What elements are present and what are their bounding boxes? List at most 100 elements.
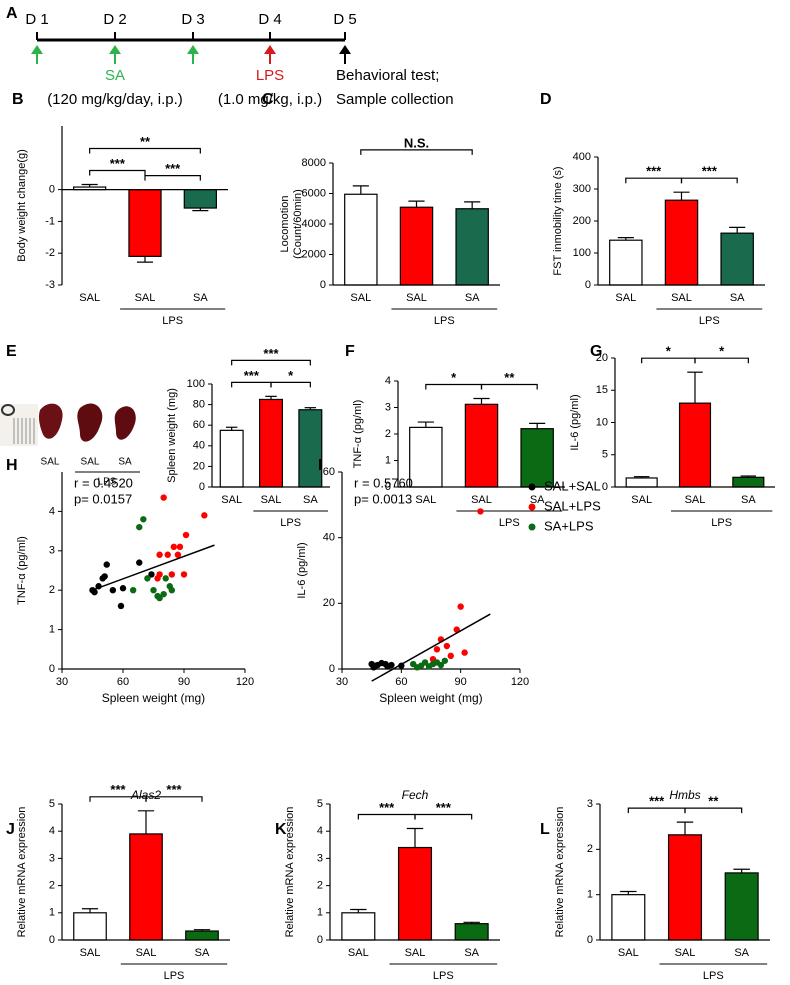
y-tick-label: 100 [187,378,205,390]
point [174,551,182,558]
point [176,543,184,551]
significance-bracket [89,169,146,176]
image-label: SAL [81,457,100,468]
y-tick-label: 0 [602,481,608,493]
y-axis-label: Relative mRNA expression [554,807,566,938]
group-label: LPS [433,970,454,982]
y-tick-label: 0 [49,184,55,196]
group-label: LPS [699,315,720,327]
x-tick-label: SAL [221,494,242,506]
point [136,523,143,531]
group-label: LPS [434,315,455,327]
y-tick-label: 3 [317,852,323,864]
x-tick-label: SAL [406,292,427,304]
y-axis-label: Locomotion [279,196,291,253]
point [129,587,137,594]
legend-marker [528,523,536,531]
y-tick-label: -3 [45,279,55,291]
y-tick-label: 0 [585,279,591,291]
panel-label: J [6,821,15,838]
point [156,571,163,578]
y-tick-label: 0 [49,663,55,675]
chart-title: Fech [402,788,429,802]
significance-label: ** [708,794,719,809]
y-tick-label: 200 [573,215,591,227]
y-tick-label: 2 [587,843,593,855]
legend-marker [528,503,536,511]
x-tick-label: SA [741,494,756,506]
y-axis-label: Relative mRNA expression [284,807,296,938]
point [103,561,110,568]
x-tick-label: SAL [348,947,369,959]
point [160,494,167,501]
bar [341,912,376,941]
significance-label: *** [436,800,452,815]
day-label: D 3 [181,11,204,28]
annotation: r = 0.4520 [74,475,133,490]
point [148,571,155,578]
significance-bracket [641,357,696,364]
significance-bracket [145,796,203,802]
y-tick-label: 10 [596,416,608,428]
bar [409,426,443,488]
panel-label: G [590,343,602,360]
x-tick-label: 120 [511,676,529,688]
legend-label: SAL+LPS [544,498,601,513]
y-tick-label: 4 [317,825,323,837]
regression-line [371,613,491,682]
x-tick-label: SAL [675,947,696,959]
lps-label: LPS [256,67,284,84]
significance-bracket [270,381,311,388]
x-tick-label: SAL [80,947,101,959]
x-tick-label: 120 [236,676,254,688]
chart-title: Hmbs [669,788,700,802]
bar [609,239,643,286]
y-axis-label: Spleen weight (mg) [166,388,178,483]
significance-label: *** [649,794,665,809]
y-tick-label: 20 [596,352,608,364]
significance-label: *** [166,782,182,797]
point [182,531,190,539]
point [457,603,464,610]
significance-bracket [425,383,483,390]
significance-bracket [357,813,416,820]
y-tick-label: 400 [573,151,591,163]
x-tick-label: SA [193,292,208,304]
y-tick-label: 3 [587,798,593,810]
y-tick-label: 15 [596,384,608,396]
x-tick-label: SAL [671,292,692,304]
point [421,659,429,666]
x-tick-label: SA [464,947,479,959]
x-tick-label: 60 [117,676,129,688]
x-tick-label: SAL [136,947,157,959]
panel-label: I [318,457,322,474]
point [140,516,147,523]
panel-label: B [12,91,24,108]
panel-label: H [6,457,18,474]
x-tick-label: 90 [455,676,467,688]
y-tick-label: 0 [385,481,391,493]
bar [724,872,759,941]
bar [129,833,163,941]
bar [611,894,646,941]
bar [455,208,489,286]
y-axis-label: Body weight change(g) [16,149,28,262]
significance-label: *** [263,346,279,361]
significance-label: *** [379,800,395,815]
x-tick-label: 90 [178,676,190,688]
point [201,512,208,519]
sa-dose: (120 mg/kg/day, i.p.) [47,91,183,108]
y-tick-label: 3 [49,852,55,864]
significance-label: N.S. [404,135,429,150]
y-tick-label: 1 [49,624,55,636]
y-tick-label: 5 [317,798,323,810]
bar [399,206,434,286]
group-label: LPS [499,517,520,529]
group-label: LPS [162,315,183,327]
significance-bracket [680,177,738,184]
significance-bracket [231,359,311,366]
bar [258,398,284,488]
significance-label: * [451,370,457,385]
significance-label: * [666,344,672,359]
bar [664,199,699,286]
